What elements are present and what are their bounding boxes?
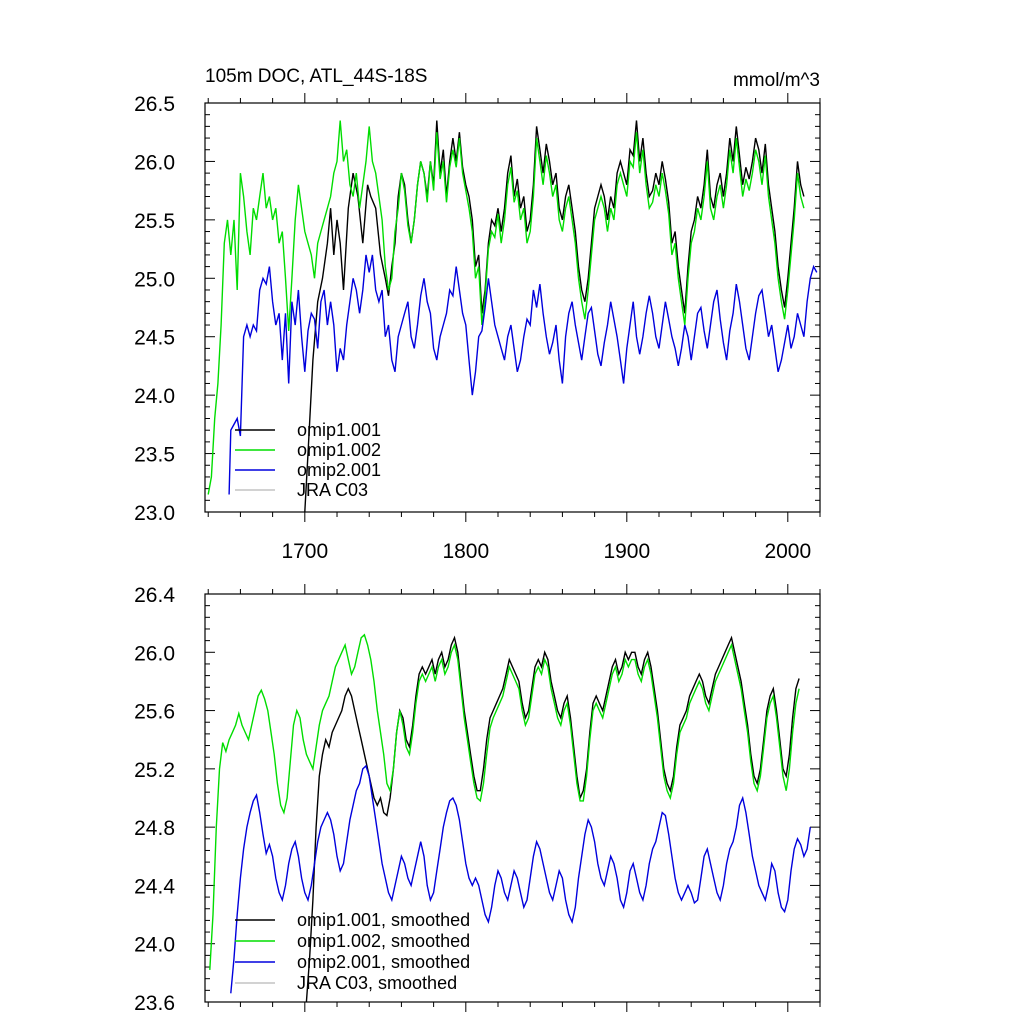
series-line-0: [305, 635, 800, 1002]
y-tick-label: 23.5: [134, 444, 175, 467]
legend-label: JRA C03, smoothed: [297, 973, 457, 993]
y-tick-label: 25.0: [134, 268, 175, 291]
series-line-1: [209, 633, 800, 970]
y-tick-label: 24.0: [134, 385, 175, 408]
y-tick-label: 25.2: [134, 759, 175, 782]
y-tick-label: 26.4: [134, 584, 175, 607]
y-tick-label: 26.5: [134, 93, 175, 116]
legend-label: omip1.001, smoothed: [297, 910, 470, 930]
x-tick-label: 1900: [603, 540, 650, 563]
units-label: mmol/m^3: [733, 70, 820, 91]
x-tick-label: 1700: [281, 540, 328, 563]
y-tick-label: 26.0: [134, 642, 175, 665]
y-tick-label: 24.5: [134, 327, 175, 350]
legend-label: omip1.002: [297, 440, 381, 460]
plot-frame: [204, 102, 821, 513]
legend-label: omip2.001: [297, 460, 381, 480]
y-tick-label: 23.6: [134, 992, 175, 1015]
y-tick-label: 24.8: [134, 817, 175, 840]
series-line-0: [304, 120, 805, 512]
y-tick-label: 25.6: [134, 701, 175, 724]
legend-label: omip1.001: [297, 420, 381, 440]
x-tick-label: 1800: [442, 540, 489, 563]
series-line-1: [207, 120, 805, 495]
y-tick-label: 23.0: [134, 502, 175, 525]
bottom-panel: 23.6 24.0 24.4 24.8 25.2 25.6 26.0 26.4 omip1.00…: [134, 584, 821, 1015]
legend-label: JRA C03: [297, 480, 368, 500]
series-line-2: [230, 764, 811, 994]
series-line-2: [228, 254, 818, 495]
y-tick-label: 24.0: [134, 934, 175, 957]
x-tick-label: 2000: [764, 540, 811, 563]
legend-label: omip2.001, smoothed: [297, 952, 470, 972]
chart-title: 105m DOC, ATL_44S-18S: [205, 66, 427, 87]
legend-label: omip1.002, smoothed: [297, 931, 470, 951]
y-tick-label: 24.4: [134, 875, 175, 898]
plot-frame: [204, 593, 821, 1003]
y-tick-label: 25.5: [134, 210, 175, 233]
top-panel: 23.0 23.5 24.0 24.5 25.0 25.5 26.0 26.5 1700 1800…: [134, 93, 821, 563]
y-tick-label: 26.0: [134, 151, 175, 174]
